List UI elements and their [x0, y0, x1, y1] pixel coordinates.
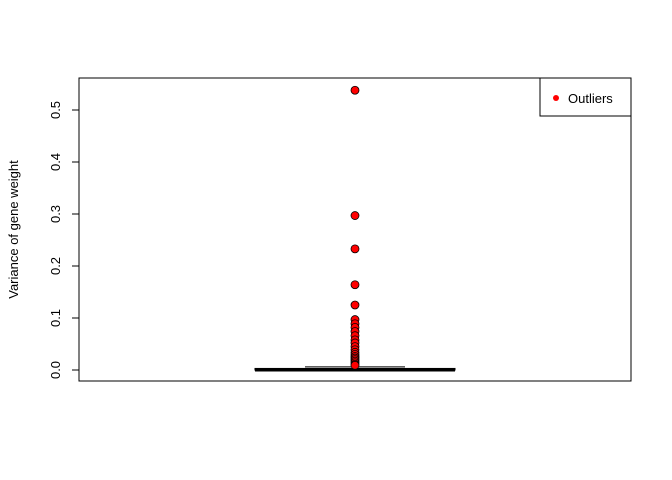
outlier-point — [350, 85, 360, 95]
legend-label-outliers: Outliers — [568, 91, 613, 106]
outlier-point — [350, 211, 360, 220]
outlier-point — [350, 300, 360, 310]
legend-marker-outliers — [553, 95, 559, 101]
y-tick-label: 0.5 — [48, 101, 63, 119]
y-axis-label: Variance of gene weight — [6, 160, 21, 299]
y-tick-label: 0.3 — [48, 205, 63, 223]
outlier-point — [350, 244, 360, 254]
legend: Outliers — [539, 77, 632, 117]
y-axis: 0.0 0.1 0.2 0.3 0.4 0.5 — [48, 101, 80, 379]
outlier-point — [350, 360, 360, 370]
outlier-points — [350, 85, 360, 370]
y-tick-label: 0.2 — [48, 257, 63, 275]
y-tick-label: 0.4 — [48, 153, 63, 171]
outlier-point — [350, 280, 360, 290]
y-tick-label: 0.1 — [48, 309, 63, 327]
y-tick-label: 0.0 — [48, 361, 63, 379]
